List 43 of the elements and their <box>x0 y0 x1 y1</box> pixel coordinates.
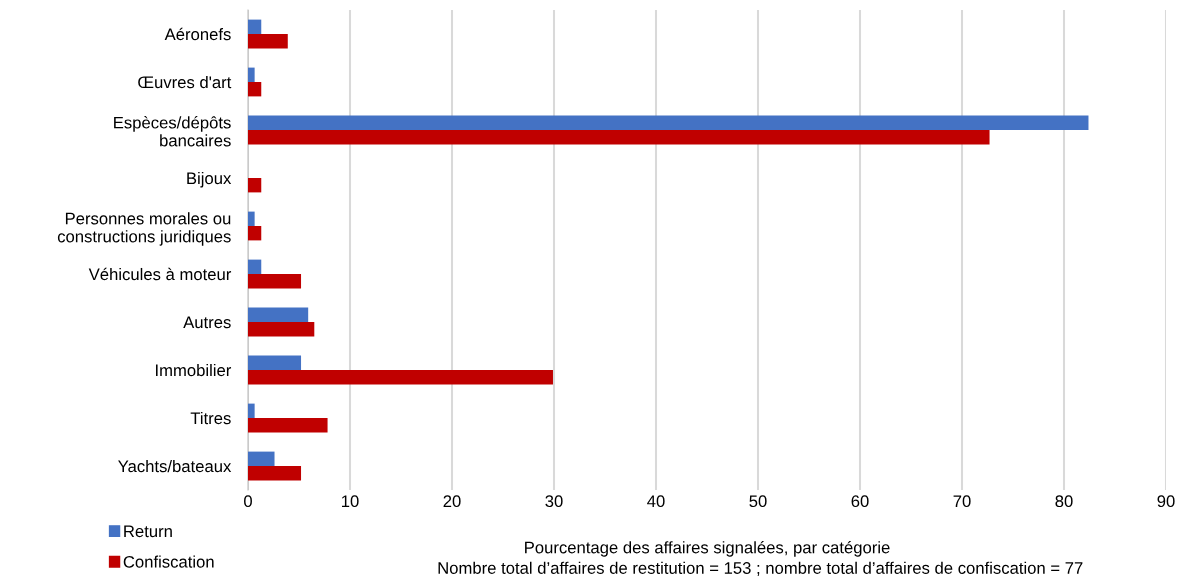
y-tick-label: Véhicules à moteur <box>88 267 232 281</box>
bar <box>248 418 328 433</box>
legend-label: Confiscation <box>123 555 214 568</box>
bar <box>248 307 309 322</box>
bar <box>248 370 553 385</box>
bar <box>248 274 302 289</box>
bar <box>248 451 275 466</box>
x-tick-label: 20 <box>443 495 461 508</box>
x-tick-label: 40 <box>647 495 665 508</box>
bar <box>248 67 255 82</box>
x-tick-label: 30 <box>545 495 563 508</box>
bar <box>248 130 990 145</box>
bar <box>248 34 288 49</box>
bar <box>248 178 262 193</box>
x-tick-label: 0 <box>244 495 252 508</box>
y-tick-label: Bijoux <box>187 171 232 188</box>
bar <box>248 403 255 418</box>
y-tick-label: Yachts/bateaux <box>118 459 232 473</box>
bar <box>248 322 315 337</box>
y-tick-label: Œuvres d'art <box>138 75 232 89</box>
bar <box>248 211 255 226</box>
y-tick-label: Personnes morales ou constructions juridiques <box>57 212 231 246</box>
bar <box>248 82 262 97</box>
y-tick-label: Titres <box>190 411 231 425</box>
text: Nombre total d’affaires de restitution = 153 ; nombre total d’affaires de confiscation = 77 <box>438 561 1083 576</box>
bar <box>248 466 302 481</box>
x-tick-label: 70 <box>953 495 971 508</box>
bar <box>248 355 302 370</box>
y-tick-label: Autres <box>183 316 231 329</box>
x-tick-label: 60 <box>851 495 869 508</box>
x-tick-label: 80 <box>1055 495 1073 508</box>
x-tick-label: 90 <box>1157 495 1175 508</box>
y-tick-label: Espèces/dépôts bancaires <box>114 116 231 147</box>
legend-label: Return <box>124 525 172 538</box>
x-axis-title: Pourcentage des affaires signalées, par catégorie <box>525 540 890 557</box>
x-tick-label: 50 <box>749 495 767 508</box>
x-tick-label: 10 <box>342 495 359 508</box>
bar <box>248 115 1089 130</box>
bar <box>248 226 262 241</box>
bar <box>248 19 262 34</box>
y-tick-label: Aéronefs <box>164 27 231 41</box>
y-tick-label: Immobilier <box>156 363 232 377</box>
bar <box>248 259 262 274</box>
